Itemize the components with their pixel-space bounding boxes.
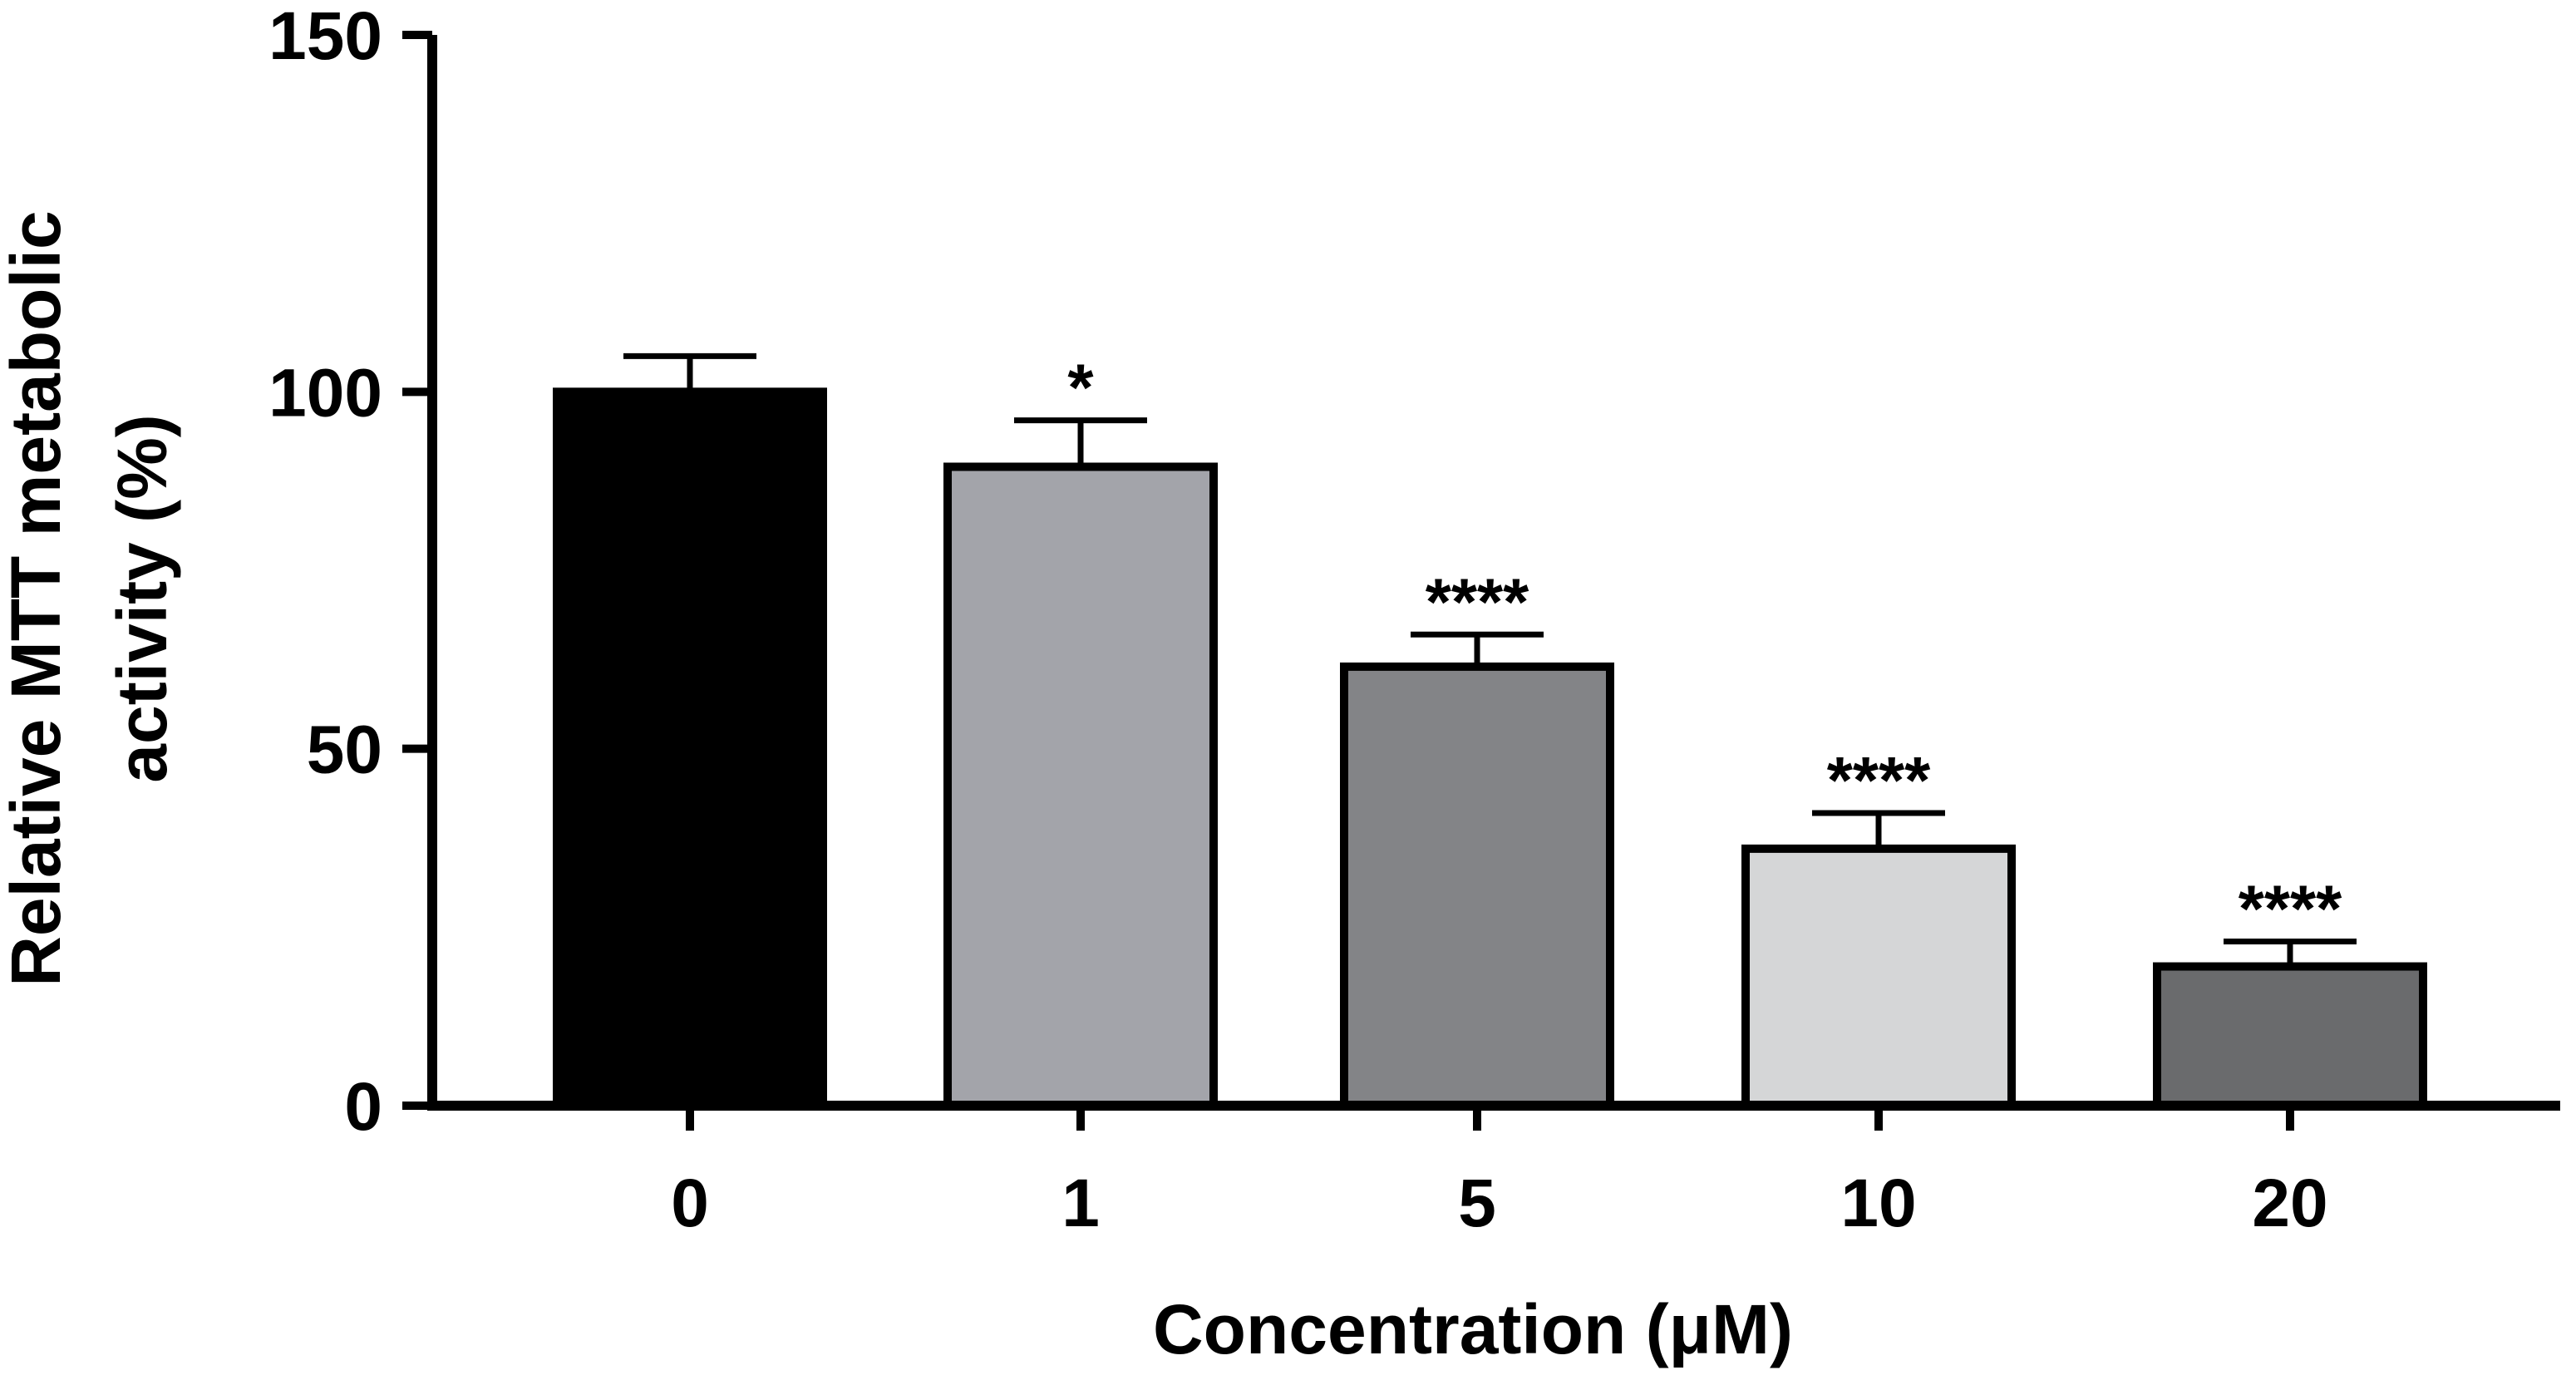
x-tick-label: 0 (671, 1166, 709, 1241)
bar (1741, 844, 2016, 1110)
axes-layer (427, 35, 2560, 1111)
y-tick-label: 50 (307, 712, 382, 788)
y-tick-label: 0 (344, 1069, 382, 1145)
significance-label: **** (2239, 872, 2342, 946)
y-axis-title: Relative MTT metabolic activity (%) (0, 210, 181, 987)
significance-label: **** (1827, 743, 1931, 817)
bar (943, 462, 1218, 1110)
y-tick-label: 150 (268, 0, 382, 74)
y-axis-title-line-2: activity (%) (103, 414, 181, 782)
x-axis-title: Concentration (μM) (1153, 1290, 1793, 1368)
y-tick-label: 100 (268, 355, 382, 431)
x-tick-label: 10 (1840, 1166, 1916, 1241)
bars-layer (553, 352, 2427, 1111)
significance-label: **** (1426, 564, 1529, 638)
y-axis-title-line-1: Relative MTT metabolic (0, 210, 75, 987)
labels-layer: 0 * 1 **** 5 **** 10 **** 20 0 50 100 150 (268, 0, 2342, 1241)
bar (553, 387, 827, 1111)
x-tick-label: 1 (1061, 1166, 1100, 1241)
x-tick-label: 20 (2252, 1166, 2327, 1241)
bar (2153, 962, 2427, 1111)
significance-label: * (1067, 351, 1094, 425)
x-tick-label: 5 (1458, 1166, 1496, 1241)
bar (1340, 662, 1614, 1110)
